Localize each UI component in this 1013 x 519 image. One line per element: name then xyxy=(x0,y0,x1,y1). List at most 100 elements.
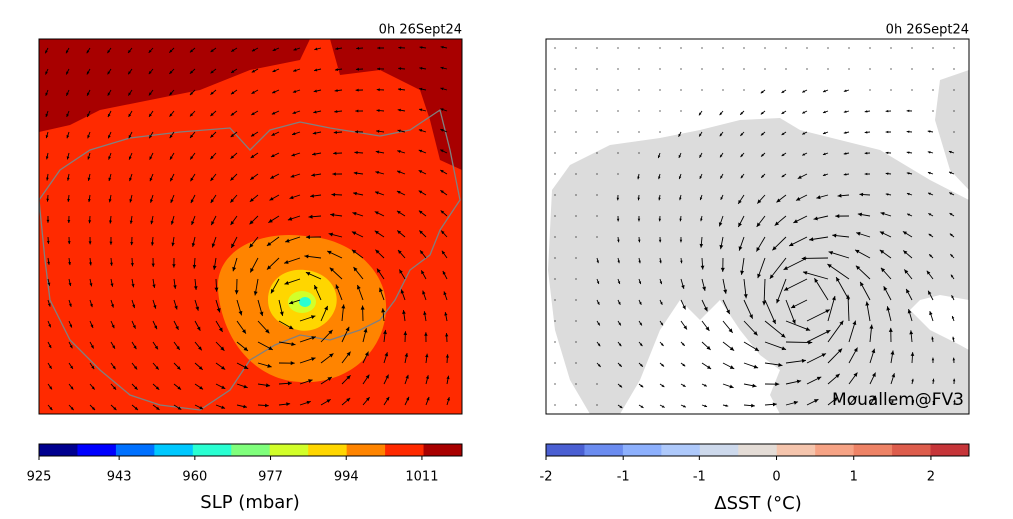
wind-head xyxy=(107,92,111,96)
wind-dot xyxy=(554,89,556,91)
wind-head xyxy=(950,254,954,257)
wind-head xyxy=(441,230,445,235)
wind-head xyxy=(699,176,703,179)
wind-head xyxy=(852,396,857,401)
wind-head xyxy=(637,218,641,222)
wind-head xyxy=(597,322,600,326)
wind-head xyxy=(880,267,886,273)
wind-head xyxy=(148,71,152,75)
wind-head xyxy=(287,381,292,386)
wind-head xyxy=(270,154,275,158)
wind-head xyxy=(113,406,117,411)
colorbar-segment xyxy=(39,444,78,456)
wind-dot xyxy=(869,47,871,49)
wind-head xyxy=(756,222,761,227)
wind-head xyxy=(353,171,358,175)
wind-dot xyxy=(638,110,640,112)
wind-head xyxy=(305,235,310,240)
wind-head xyxy=(87,156,91,160)
wind-head xyxy=(381,308,386,313)
wind-head xyxy=(70,386,74,390)
wind-head xyxy=(270,288,275,294)
wind-shaft xyxy=(785,320,811,331)
wind-head xyxy=(249,198,254,202)
wind-head xyxy=(618,322,621,326)
wind-shaft xyxy=(814,278,829,301)
wind-head xyxy=(772,319,776,324)
sst-map xyxy=(546,39,969,414)
wind-head xyxy=(285,238,290,243)
wind-head xyxy=(87,92,90,96)
wind-head xyxy=(825,330,831,334)
wind-head xyxy=(658,239,662,243)
wind-head xyxy=(781,153,785,157)
wind-head xyxy=(700,265,705,270)
wind-head xyxy=(345,326,350,332)
wind-head xyxy=(47,303,51,307)
wind-head xyxy=(752,383,757,388)
wind-head xyxy=(286,402,291,406)
wind-head xyxy=(152,284,156,288)
wind-head xyxy=(678,133,681,137)
wind-head xyxy=(843,152,847,155)
wind-head xyxy=(597,343,601,347)
wind-head xyxy=(720,267,725,272)
wind-head xyxy=(864,151,868,155)
wind-head xyxy=(888,327,893,332)
wind-dot xyxy=(911,68,913,70)
wind-head xyxy=(210,177,214,181)
colorbar-frame xyxy=(38,443,463,457)
wind-head xyxy=(134,386,138,390)
wind-head xyxy=(66,177,70,181)
wind-head xyxy=(617,281,621,285)
wind-dot xyxy=(575,68,577,70)
wind-head xyxy=(154,345,158,350)
wind-head xyxy=(398,46,402,50)
wind-head xyxy=(270,175,275,179)
wind-dot xyxy=(575,152,577,154)
wind-head xyxy=(290,174,295,178)
wind-head xyxy=(880,212,885,216)
wind-head xyxy=(419,46,423,49)
colorbar-segment xyxy=(892,444,932,456)
wind-head xyxy=(891,373,896,378)
colorbar-tick-label: 994 xyxy=(334,470,359,485)
wind-head xyxy=(725,404,729,407)
wind-head xyxy=(70,406,74,411)
wind-head xyxy=(232,266,237,272)
wind-head xyxy=(172,264,176,268)
wind-head xyxy=(326,399,331,403)
wind-dot xyxy=(554,236,556,238)
wind-shaft xyxy=(776,278,787,304)
wind-head xyxy=(289,300,294,305)
wind-dot xyxy=(932,110,934,112)
wind-dot xyxy=(953,47,955,49)
wind-head xyxy=(751,403,755,408)
wind-head xyxy=(251,133,255,137)
wind-shaft xyxy=(764,320,786,338)
colorbar-frame xyxy=(545,443,970,457)
wind-head xyxy=(91,406,96,411)
wind-head xyxy=(757,273,762,279)
wind-head xyxy=(404,352,409,357)
wind-head xyxy=(331,192,336,197)
wind-head xyxy=(928,192,931,196)
wind-head xyxy=(781,132,785,135)
wind-head xyxy=(364,351,369,357)
wind-dot xyxy=(659,47,661,49)
wind-head xyxy=(108,156,111,160)
wind-head xyxy=(109,262,113,266)
wind-head xyxy=(351,231,357,236)
wind-head xyxy=(659,260,662,264)
wind-shaft xyxy=(785,341,813,343)
wind-head xyxy=(639,343,643,347)
wind-head xyxy=(198,366,203,370)
wind-head xyxy=(802,132,806,135)
wind-head xyxy=(334,89,338,93)
wind-dot xyxy=(575,110,577,112)
wind-head xyxy=(679,218,682,222)
wind-head xyxy=(639,301,642,305)
wind-head xyxy=(789,242,794,246)
wind-head xyxy=(825,309,830,314)
wind-head xyxy=(230,112,235,116)
